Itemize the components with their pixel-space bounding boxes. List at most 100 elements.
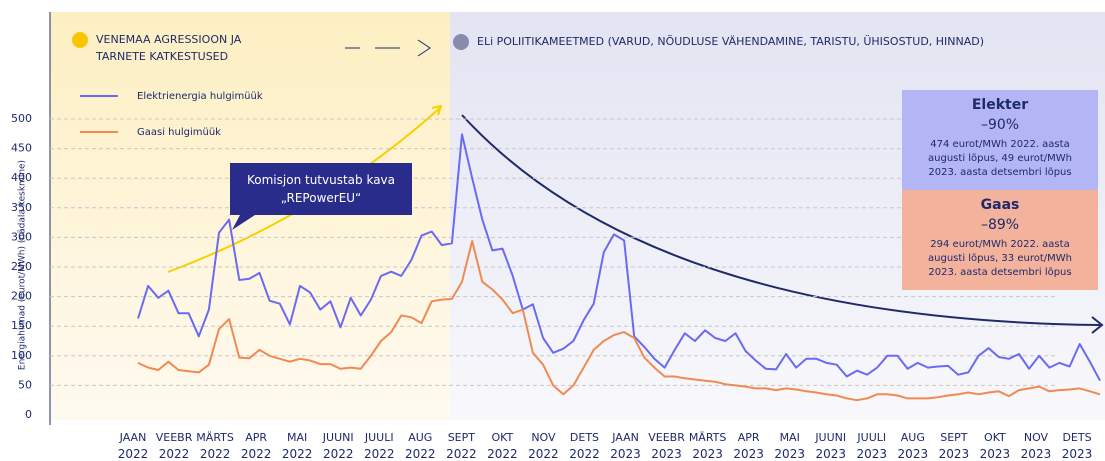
x-tick-year: 2022	[569, 447, 600, 461]
x-tick-label: NOV 2023	[1021, 431, 1052, 461]
x-tick-month: JUUNI	[814, 431, 846, 444]
y-tick-label: 250	[11, 260, 32, 273]
summary-text: augusti lõpus, 49 eurot/MWh	[928, 153, 1072, 164]
x-tick-year: 2023	[815, 447, 846, 461]
x-tick-month: DETS	[1062, 431, 1091, 444]
y-tick-label: 150	[11, 319, 32, 332]
x-tick-year: 2022	[200, 447, 231, 461]
y-tick-label: 500	[11, 112, 32, 125]
x-tick-year: 2023	[774, 447, 805, 461]
x-tick-year: 2023	[1062, 447, 1093, 461]
x-tick-label: AUG 2023	[898, 431, 929, 461]
y-tick-label: 400	[11, 171, 32, 184]
phase-label: VENEMAA AGRESSIOON JA TARNETE KATKESTUSED	[95, 33, 242, 63]
summary-change: –90%	[981, 117, 1019, 133]
legend-label: Gaasi hulgimüük	[137, 127, 221, 138]
x-tick-month: AUG	[901, 431, 925, 444]
x-tick-month: MÄRTS	[689, 431, 727, 444]
phase-dot	[453, 34, 469, 50]
summary-change: –89%	[981, 217, 1019, 233]
x-tick-year: 2022	[159, 447, 190, 461]
x-tick-label: VEEBR 2023	[648, 431, 685, 461]
x-tick-year: 2023	[733, 447, 764, 461]
y-tick-label: 300	[11, 230, 32, 243]
x-tick-label: APR 2023	[733, 431, 764, 461]
y-tick-label: 0	[25, 408, 32, 421]
x-tick-year: 2023	[610, 447, 641, 461]
y-tick-label: 100	[11, 349, 32, 362]
trend-arrow	[1091, 316, 1104, 334]
trend-arrow	[431, 104, 443, 116]
x-tick-year: 2023	[939, 447, 970, 461]
phase-dot	[72, 32, 88, 48]
summary-text: 2023. aasta detsembri lõpus	[928, 267, 1071, 278]
y-tick-label: 200	[11, 290, 32, 303]
x-tick-month: MAI	[780, 431, 800, 444]
x-tick-month: JAAN	[119, 431, 147, 444]
x-tick-label: JAAN 2022	[118, 431, 149, 461]
x-tick-month: JUUNI	[322, 431, 354, 444]
x-tick-year: 2022	[487, 447, 518, 461]
x-tick-month: APR	[245, 431, 267, 444]
x-tick-month: MAI	[287, 431, 307, 444]
x-tick-label: JAAN 2023	[610, 431, 641, 461]
x-tick-label: DETS 2023	[1062, 431, 1093, 461]
x-tick-year: 2022	[241, 447, 272, 461]
legend-label: Elektrienergia hulgimüük	[137, 91, 263, 102]
x-tick-year: 2022	[282, 447, 313, 461]
x-tick-year: 2023	[1021, 447, 1052, 461]
x-tick-year: 2022	[323, 447, 354, 461]
y-tick-label: 50	[18, 378, 32, 391]
x-tick-label: DETS 2022	[569, 431, 600, 461]
x-tick-label: OKT 2022	[487, 431, 518, 461]
x-tick-month: APR	[738, 431, 760, 444]
x-tick-month: SEPT	[940, 431, 968, 444]
summary-text: 2023. aasta detsembri lõpus	[928, 167, 1071, 178]
x-tick-year: 2022	[118, 447, 149, 461]
x-tick-month: OKT	[984, 431, 1006, 444]
x-tick-month: DETS	[570, 431, 599, 444]
x-tick-month: JAAN	[611, 431, 639, 444]
x-tick-year: 2023	[980, 447, 1011, 461]
x-tick-label: JUULI 2023	[856, 431, 887, 461]
x-tick-year: 2023	[651, 447, 682, 461]
x-tick-year: 2022	[364, 447, 395, 461]
series-line	[137, 133, 1101, 382]
x-tick-month: VEEBR	[156, 431, 193, 444]
summary-box	[902, 90, 1098, 190]
x-tick-label: SEPT 2023	[939, 431, 970, 461]
x-tick-label: MÄRTS 2023	[689, 431, 727, 461]
x-tick-month: MÄRTS	[196, 431, 234, 444]
annotation-box	[230, 163, 412, 230]
y-tick-label: 450	[11, 142, 32, 155]
summary-text: augusti lõpus, 33 eurot/MWh	[928, 253, 1072, 264]
x-tick-year: 2023	[857, 447, 888, 461]
x-tick-label: SEPT 2022	[446, 431, 477, 461]
x-tick-year: 2023	[692, 447, 723, 461]
x-tick-month: AUG	[408, 431, 432, 444]
x-tick-label: JUULI 2022	[364, 431, 395, 461]
x-tick-year: 2022	[405, 447, 436, 461]
x-tick-month: NOV	[531, 431, 556, 444]
phase-label: ELi POLIITIKAMEETMED (VARUD, NÕUDLUSE VÄ…	[477, 35, 984, 48]
x-tick-label: MAI 2022	[282, 431, 313, 461]
x-tick-year: 2023	[898, 447, 929, 461]
trend-arrow	[461, 114, 1101, 326]
x-tick-year: 2022	[446, 447, 477, 461]
summary-text: 294 eurot/MWh 2022. aasta	[930, 239, 1069, 250]
x-tick-month: OKT	[492, 431, 514, 444]
summary-title: Elekter	[972, 97, 1028, 113]
x-tick-month: SEPT	[448, 431, 476, 444]
x-tick-label: APR 2022	[241, 431, 272, 461]
x-tick-label: MAI 2023	[774, 431, 805, 461]
summary-title: Gaas	[981, 197, 1020, 213]
x-tick-month: JUULI	[856, 431, 886, 444]
y-tick-label: 350	[11, 201, 32, 214]
series-line	[137, 240, 1101, 402]
x-tick-label: OKT 2023	[980, 431, 1011, 461]
summary-text: 474 eurot/MWh 2022. aasta	[930, 139, 1069, 150]
summary-box	[902, 190, 1098, 290]
x-tick-label: JUUNI 2023	[814, 431, 846, 461]
annotation: Komisjon tutvustab kava „REPowerEU“	[247, 173, 395, 205]
